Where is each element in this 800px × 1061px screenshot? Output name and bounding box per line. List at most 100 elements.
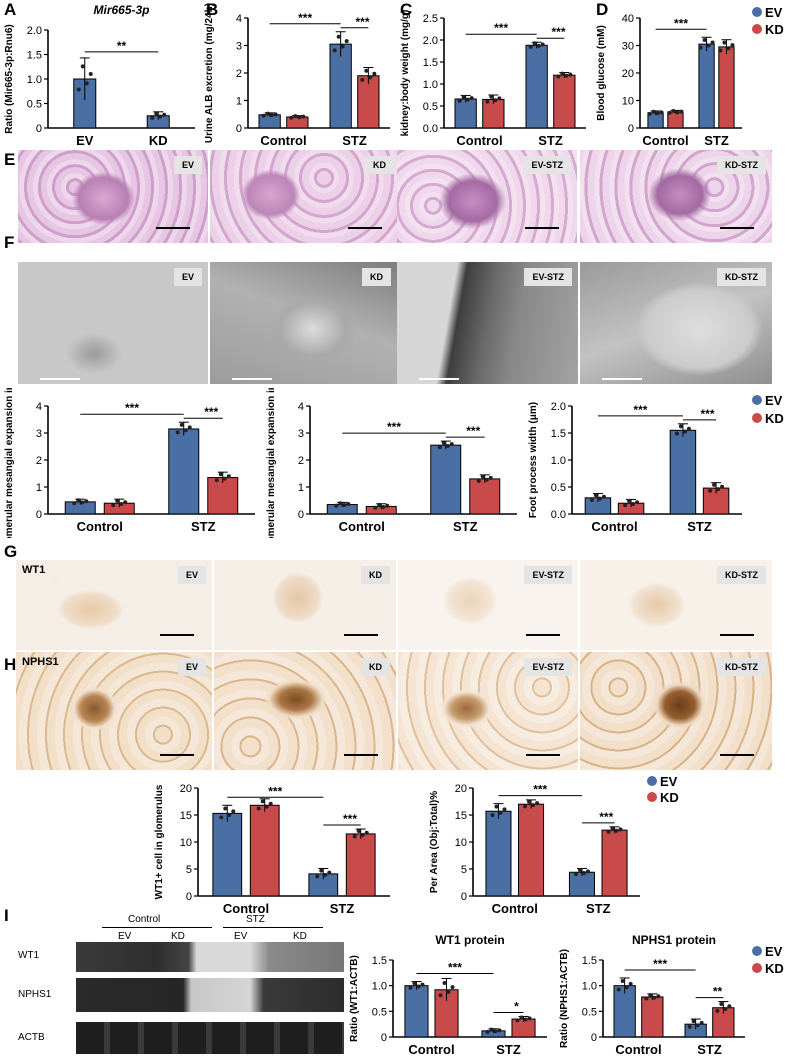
y-tick-label: 2 (236, 68, 242, 80)
data-point (577, 867, 582, 872)
wb-group-control: Control (128, 914, 161, 925)
data-point (264, 804, 269, 809)
data-point (648, 993, 653, 998)
x-tick-label: STZ (704, 133, 729, 148)
ihc-nphs1-kd: KD (214, 652, 396, 770)
stain-label-nphs1: NPHS1 (22, 656, 59, 668)
data-point (485, 99, 490, 104)
data-point (727, 1004, 732, 1009)
data-point (618, 827, 623, 832)
data-point (437, 445, 442, 450)
y-tick-label: 1.0 (582, 981, 597, 993)
data-point (502, 807, 507, 812)
data-point (438, 993, 443, 998)
micro-tag: EV-STZ (524, 658, 572, 676)
data-point (560, 71, 565, 76)
data-point (385, 503, 390, 508)
panel-label-b: B (206, 0, 219, 19)
bar (669, 429, 697, 515)
data-point (652, 995, 657, 1000)
data-point (80, 64, 85, 69)
significance-mark: *** (533, 783, 547, 797)
data-point (628, 981, 633, 986)
data-point (445, 443, 450, 448)
data-point (338, 501, 343, 506)
y-tick-label: 10 (180, 837, 192, 849)
x-tick-label: Control (260, 133, 306, 148)
data-point (515, 1018, 520, 1023)
data-point (76, 498, 81, 503)
bar (485, 810, 512, 897)
ihc-wt1-kd-stz: KD-STZ (580, 560, 772, 650)
y-tick-label: 10 (622, 96, 634, 108)
x-tick-label: Control (591, 519, 637, 534)
x-tick-label: STZ (191, 519, 216, 534)
significance-mark: *** (355, 15, 369, 29)
x-tick-label: STZ (496, 1042, 521, 1057)
y-tick-label: 1.0 (551, 455, 566, 467)
data-point (601, 494, 606, 499)
panel-label-a: A (4, 0, 17, 19)
data-point (72, 501, 77, 506)
data-point (659, 110, 664, 115)
significance-mark: *** (268, 784, 282, 798)
wb-lane-label: EV (234, 931, 248, 942)
data-point (381, 504, 386, 509)
x-tick-label: STZ (330, 901, 355, 916)
legend-kd-swatch (752, 963, 762, 973)
scale-bar (720, 227, 754, 229)
x-tick-label: Control (615, 1042, 661, 1057)
tem-kd-stz: KD-STZ (580, 262, 772, 384)
ihc-nphs1-ev-stz: EV-STZ (398, 652, 578, 770)
stain-label-wt1: WT1 (22, 564, 46, 576)
data-point (352, 834, 357, 839)
data-point (644, 996, 649, 1001)
legend-ev-swatch (752, 7, 762, 17)
data-point (679, 109, 684, 114)
y-tick-label: 0 (36, 123, 42, 135)
data-point (699, 1020, 704, 1025)
y-tick-label: 0 (381, 1032, 387, 1044)
bar (430, 444, 462, 515)
ihc-wt1-ev-stz: EV-STZ (398, 560, 578, 650)
data-point (360, 77, 365, 82)
significance-mark: *** (204, 405, 218, 419)
significance-mark: *** (674, 16, 688, 30)
data-point (442, 980, 447, 985)
significance-mark: *** (387, 420, 401, 434)
chart-i-nphs1-protein: NPHS1 protein 0 0.5 1.0 1.5 Ratio (NPHS1:ACTB… (559, 933, 745, 1057)
chart-f-mesangial-2: 0 1 2 3 4 Glomerular mesangial expansion inde… (266, 388, 517, 538)
data-point (183, 428, 188, 433)
data-point (416, 984, 421, 989)
micrograph-e-kd: KD (210, 150, 400, 243)
data-point (523, 804, 528, 809)
data-point (256, 806, 261, 811)
y-tick-label: 2 (36, 455, 42, 467)
y-tick-label: 1 (236, 96, 242, 108)
y-tick-label: 1.5 (27, 50, 42, 62)
micro-tag: KD-STZ (717, 268, 766, 286)
wb-row-label: NPHS1 (18, 989, 52, 1000)
y-axis-label: Ratio (WT1:ACTB) (349, 955, 360, 1042)
data-point (441, 440, 446, 445)
data-point (332, 48, 337, 53)
legend-kd-label: KD (765, 961, 784, 976)
data-point (682, 429, 687, 434)
data-point (214, 478, 219, 483)
x-tick-label: STZ (453, 519, 478, 534)
data-point (449, 442, 454, 447)
micrograph-e-ev: EV (18, 150, 208, 243)
data-point (111, 503, 116, 508)
wb-row-label: ACTB (18, 1032, 45, 1043)
data-point (269, 113, 274, 118)
panel-label-f: F (4, 233, 15, 252)
data-point (708, 488, 713, 493)
bar (454, 98, 477, 129)
ihc-wt1-kd: KD (214, 560, 396, 650)
significance-mark: *** (448, 961, 462, 975)
chart-h-per-area: 0 5 10 15 20 Per Area (Obj:Total)% Control STZ *… (429, 783, 640, 916)
legend-kd-swatch (752, 413, 762, 423)
y-tick-label: 1.5 (551, 428, 566, 440)
data-point (573, 872, 578, 877)
bar (207, 477, 239, 515)
